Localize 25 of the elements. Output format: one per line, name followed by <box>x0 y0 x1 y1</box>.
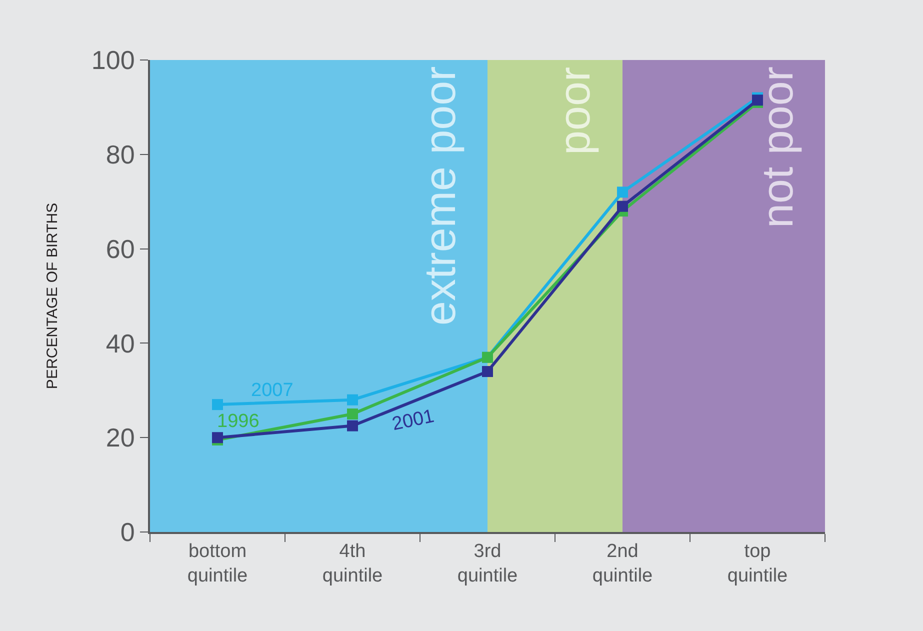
y-tick-label: 100 <box>91 45 135 76</box>
text: 2001 <box>390 406 436 436</box>
y-tick-label: 0 <box>120 517 135 548</box>
series-label: 1996 <box>217 411 260 432</box>
y-tick-label: 40 <box>106 328 135 358</box>
band-label: extreme poor <box>416 66 466 326</box>
point <box>482 366 493 378</box>
x-tick-label: bottom quintile <box>187 540 248 586</box>
band-label: not poor <box>754 66 803 228</box>
point <box>617 200 628 212</box>
y-tick-label: 60 <box>106 234 135 264</box>
point <box>212 399 223 410</box>
y-axis-title: PERCENTAGE OF BIRTHS <box>44 202 62 390</box>
y-tick-label: 20 <box>106 422 135 453</box>
point <box>617 186 628 198</box>
y-tick-label: 80 <box>106 140 135 170</box>
point <box>347 394 358 406</box>
x-tick-label: 2nd quintile <box>592 540 653 586</box>
point <box>347 408 358 420</box>
x-tick-label: 4th quintile <box>322 540 383 586</box>
point <box>347 420 358 432</box>
x-tick-label: top quintile <box>727 540 788 586</box>
series-label: 2007 <box>251 380 294 401</box>
x-tick-label: 3rd quintile <box>457 540 518 586</box>
band-label: poor <box>550 66 600 155</box>
